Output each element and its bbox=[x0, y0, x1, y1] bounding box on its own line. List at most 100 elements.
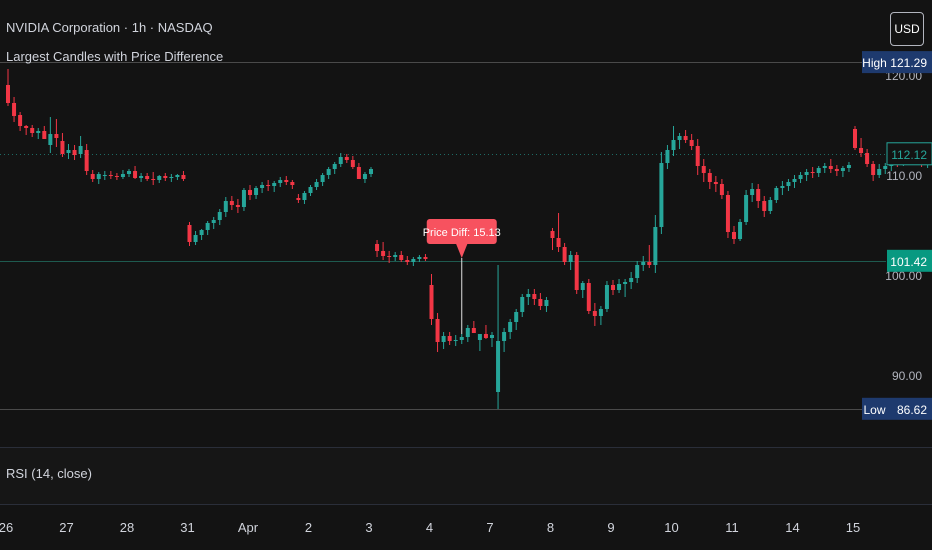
candle[interactable] bbox=[871, 161, 876, 181]
candle[interactable] bbox=[514, 309, 519, 330]
candle[interactable] bbox=[653, 215, 658, 273]
candle[interactable] bbox=[139, 173, 144, 182]
candle[interactable] bbox=[175, 174, 180, 180]
candle[interactable] bbox=[441, 332, 446, 349]
candle[interactable] bbox=[707, 169, 712, 189]
candle[interactable] bbox=[435, 313, 440, 352]
candle[interactable] bbox=[151, 172, 156, 185]
candle[interactable] bbox=[229, 196, 234, 210]
candle[interactable] bbox=[471, 321, 476, 333]
candle[interactable] bbox=[659, 152, 664, 234]
candle[interactable] bbox=[308, 185, 313, 196]
candle[interactable] bbox=[744, 190, 749, 225]
candle[interactable] bbox=[12, 97, 17, 122]
candle[interactable] bbox=[399, 251, 404, 262]
candle[interactable] bbox=[90, 170, 95, 182]
candle[interactable] bbox=[211, 217, 216, 229]
candle[interactable] bbox=[574, 252, 579, 294]
candle[interactable] bbox=[580, 281, 585, 298]
candle[interactable] bbox=[611, 280, 615, 295]
candle[interactable] bbox=[822, 163, 827, 173]
candle[interactable] bbox=[18, 112, 23, 131]
chart-title[interactable]: NVIDIA Corporation · 1h · NASDAQ bbox=[6, 20, 213, 35]
candle[interactable] bbox=[387, 251, 392, 263]
candle[interactable] bbox=[108, 171, 113, 179]
candle[interactable] bbox=[750, 183, 755, 202]
candle[interactable] bbox=[483, 325, 488, 339]
candle[interactable] bbox=[254, 186, 259, 199]
candle[interactable] bbox=[877, 164, 882, 178]
candle[interactable] bbox=[713, 176, 718, 192]
candle[interactable] bbox=[266, 180, 271, 191]
candle[interactable] bbox=[526, 289, 531, 305]
candle[interactable] bbox=[217, 209, 222, 225]
candle[interactable] bbox=[865, 149, 870, 167]
candle[interactable] bbox=[302, 191, 307, 204]
candle[interactable] bbox=[586, 279, 591, 314]
candle[interactable] bbox=[780, 181, 785, 195]
candle[interactable] bbox=[157, 175, 162, 183]
candle[interactable] bbox=[629, 272, 634, 289]
candle[interactable] bbox=[272, 181, 277, 192]
candle[interactable] bbox=[665, 145, 670, 169]
candle[interactable] bbox=[411, 257, 416, 266]
candle[interactable] bbox=[54, 119, 59, 147]
candle[interactable] bbox=[816, 166, 821, 177]
candle[interactable] bbox=[241, 188, 246, 211]
candle[interactable] bbox=[24, 125, 29, 135]
candle[interactable] bbox=[677, 133, 682, 149]
candle[interactable] bbox=[278, 177, 283, 187]
candle[interactable] bbox=[477, 334, 482, 351]
candle[interactable] bbox=[350, 156, 355, 169]
candle[interactable] bbox=[423, 254, 428, 261]
candle[interactable] bbox=[145, 173, 150, 181]
candle[interactable] bbox=[604, 281, 609, 312]
candle[interactable] bbox=[260, 182, 265, 193]
candle[interactable] bbox=[671, 126, 676, 156]
candle[interactable] bbox=[66, 144, 71, 159]
candle[interactable] bbox=[60, 133, 65, 157]
candle[interactable] bbox=[453, 335, 458, 346]
candle[interactable] bbox=[592, 303, 597, 326]
candle[interactable] bbox=[114, 173, 119, 180]
candle[interactable] bbox=[635, 261, 640, 283]
candle[interactable] bbox=[199, 229, 204, 240]
candle[interactable] bbox=[689, 134, 694, 150]
candle[interactable] bbox=[284, 176, 289, 185]
candle[interactable] bbox=[30, 125, 35, 137]
candle[interactable] bbox=[774, 186, 779, 203]
candle[interactable] bbox=[223, 197, 228, 217]
candle[interactable] bbox=[417, 255, 422, 262]
candle[interactable] bbox=[556, 213, 561, 252]
candle[interactable] bbox=[181, 171, 186, 181]
candle[interactable] bbox=[326, 167, 331, 179]
candle[interactable] bbox=[393, 252, 398, 261]
candle[interactable] bbox=[187, 222, 192, 246]
candle[interactable] bbox=[695, 139, 700, 175]
candle[interactable] bbox=[356, 163, 361, 179]
candle[interactable] bbox=[538, 293, 543, 310]
candle[interactable] bbox=[78, 136, 83, 158]
candle[interactable] bbox=[828, 159, 833, 173]
indicator-title[interactable]: Largest Candles with Price Difference bbox=[6, 49, 224, 64]
candle[interactable] bbox=[792, 175, 797, 188]
candle[interactable] bbox=[332, 162, 337, 174]
candle[interactable] bbox=[719, 179, 724, 199]
candle[interactable] bbox=[193, 231, 198, 245]
candle[interactable] bbox=[338, 153, 343, 167]
candle[interactable] bbox=[804, 169, 809, 181]
candle[interactable] bbox=[163, 173, 168, 181]
candle[interactable] bbox=[102, 171, 107, 180]
candle[interactable] bbox=[362, 172, 367, 183]
candle[interactable] bbox=[84, 144, 89, 175]
candle[interactable] bbox=[459, 334, 464, 344]
candle[interactable] bbox=[169, 174, 174, 182]
candle[interactable] bbox=[296, 194, 301, 203]
candle[interactable] bbox=[235, 199, 240, 213]
candle[interactable] bbox=[853, 126, 857, 150]
candle[interactable] bbox=[762, 196, 767, 217]
candle[interactable] bbox=[568, 251, 573, 270]
candle[interactable] bbox=[6, 69, 10, 106]
candle[interactable] bbox=[623, 279, 628, 297]
candle[interactable] bbox=[768, 197, 773, 214]
